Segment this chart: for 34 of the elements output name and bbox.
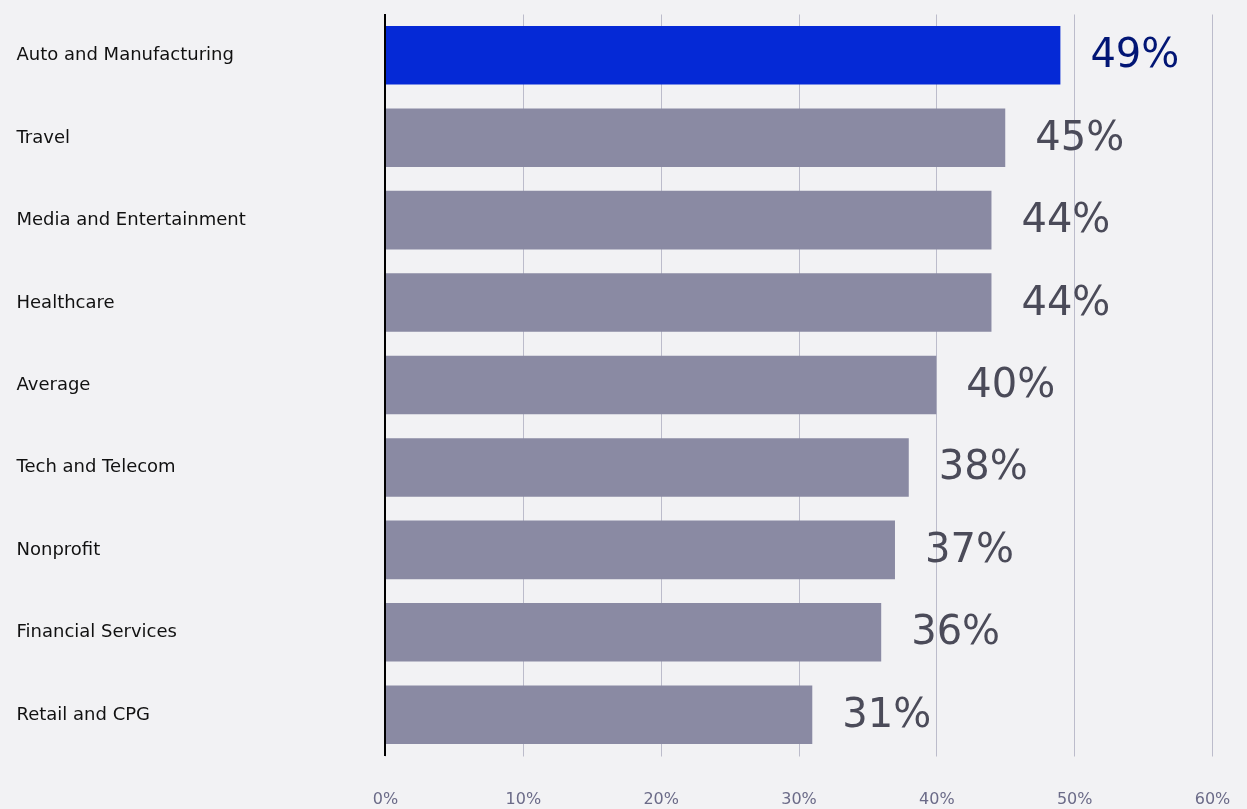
bar (385, 108, 1006, 167)
data-label: 49% (1090, 30, 1180, 77)
y-tick-label: Healthcare (16, 290, 115, 312)
x-tick-label: 30% (781, 788, 817, 808)
bar (385, 685, 813, 745)
x-tick-label: 10% (505, 788, 542, 808)
bar (385, 438, 909, 497)
y-tick-label: Financial Services (16, 620, 177, 642)
y-tick-label: Retail and CPG (16, 702, 151, 724)
bar (385, 190, 992, 250)
x-tick-label: 0% (372, 788, 399, 808)
y-tick-label: Travel (15, 125, 71, 147)
data-label: 37% (924, 524, 1014, 571)
x-tick-label: 20% (643, 788, 679, 808)
x-tick-label: 40% (919, 788, 955, 808)
data-label: 44% (1021, 277, 1111, 324)
y-tick-label: Tech and Telecom (15, 455, 176, 477)
y-tick-label: Auto and Manufacturing (16, 43, 234, 65)
bar (385, 603, 882, 662)
y-tick-label: Average (16, 373, 91, 394)
bar (385, 520, 895, 580)
data-label: 40% (966, 360, 1056, 406)
y-tick-label: Media and Entertainment (16, 208, 246, 230)
bar (385, 273, 992, 332)
bar (385, 355, 937, 415)
data-label: 38% (938, 442, 1028, 489)
data-label: 44% (1021, 195, 1111, 242)
data-label: 31% (842, 689, 932, 736)
x-tick-label: 50% (1056, 788, 1093, 808)
data-label: 36% (911, 607, 1001, 654)
x-tick-label: 60% (1194, 788, 1231, 808)
bar (385, 25, 1061, 85)
data-label: 45% (1035, 112, 1125, 159)
y-tick-label: Nonprofit (16, 537, 101, 559)
